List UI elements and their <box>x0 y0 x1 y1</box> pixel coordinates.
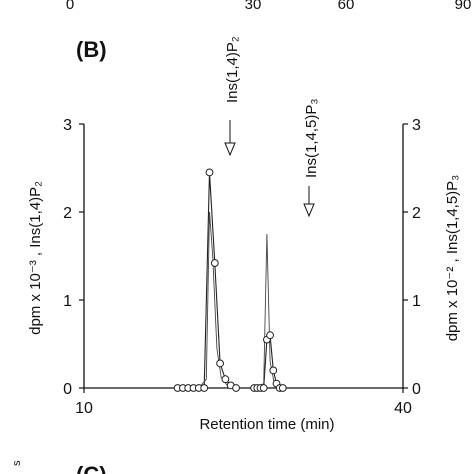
series-3-line <box>198 211 237 389</box>
left-y-tick-label: 3 <box>63 117 72 134</box>
right-y-tick-label: 1 <box>412 293 421 310</box>
annotation-ins14p2-arrowhead <box>224 142 236 157</box>
axes <box>83 124 404 389</box>
x-tick-label: 40 <box>394 400 412 417</box>
x-ticks: 10 40 <box>75 388 412 417</box>
x-axis-title: Retention time (min) <box>199 416 334 433</box>
series-points <box>173 168 287 392</box>
series-0-point <box>200 384 209 392</box>
left-y-axis-title: dpm x 10⁻³ , Ins(1,4)P₂ <box>27 181 44 335</box>
series-0-point <box>216 359 225 368</box>
series-1-point <box>269 366 278 375</box>
series-lines <box>177 172 283 389</box>
annotation-ins14p2-label: Ins(1,4)P₂ <box>224 36 241 103</box>
panel-c-label: (C) <box>76 462 107 474</box>
right-y-tick-label: 3 <box>412 117 421 134</box>
top-tick-60: 60 <box>338 0 355 13</box>
top-tick-0: 0 <box>66 0 74 13</box>
series-1-point <box>259 384 268 392</box>
right-y-tick-label: 0 <box>412 381 421 398</box>
panel-b-label: (B) <box>76 37 107 62</box>
annotation-ins145p3: Ins(1,4,5)P₃ <box>303 99 320 218</box>
annotation-ins14p2: Ins(1,4)P₂ <box>224 36 241 157</box>
right-y-ticks: 0 1 2 3 <box>403 117 421 398</box>
right-y-axis-title: dpm x 10⁻² , Ins(1,4,5)P₃ <box>444 175 461 342</box>
x-tick-label: 10 <box>75 400 93 417</box>
series-0-point <box>221 375 230 384</box>
series-2-line <box>253 233 283 389</box>
series-0-point <box>205 168 214 177</box>
left-y-tick-label: 0 <box>63 381 72 398</box>
series-0-point <box>210 259 219 267</box>
panel-c-ylabel-fragment: s <box>11 460 23 466</box>
series-1-point <box>278 384 287 392</box>
annotation-ins145p3-label: Ins(1,4,5)P₃ <box>303 99 320 178</box>
top-axis-tick-labels: 0 30 60 90 <box>66 0 472 13</box>
top-tick-30: 30 <box>245 0 262 13</box>
annotation-ins145p3-arrowhead <box>303 203 315 218</box>
top-tick-90: 90 <box>455 0 472 13</box>
series-0-point <box>232 384 241 392</box>
left-y-tick-label: 2 <box>63 205 72 222</box>
right-y-tick-label: 2 <box>412 205 421 222</box>
left-y-tick-label: 1 <box>63 293 72 310</box>
left-y-ticks: 0 1 2 3 <box>63 117 84 398</box>
series-1-point <box>266 331 275 340</box>
